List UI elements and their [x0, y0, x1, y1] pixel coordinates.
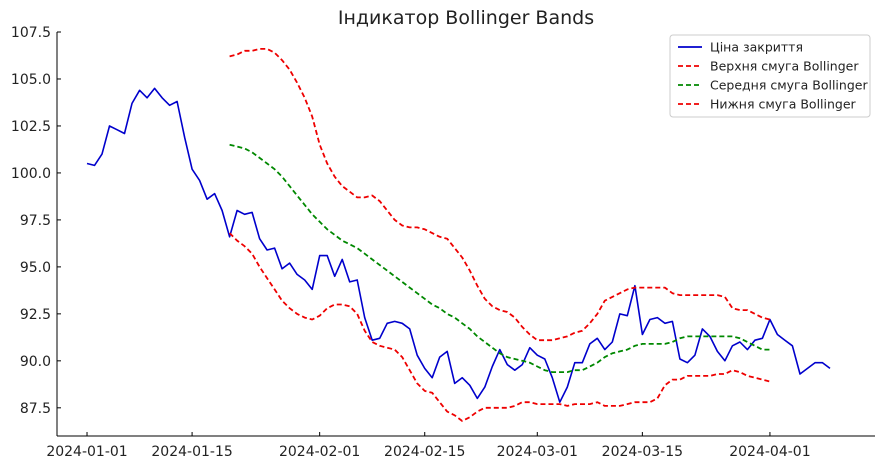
legend-label-3: Нижня смуга Bollinger: [710, 97, 857, 112]
x-tick-label: 2024-04-01: [729, 444, 810, 460]
series-line-1: [229, 48, 771, 342]
x-tick-label: 2024-02-01: [279, 444, 360, 460]
x-tick-label: 2024-01-15: [151, 444, 232, 460]
y-tick-label: 102.5: [11, 119, 51, 135]
y-tick-label: 95.0: [20, 260, 51, 276]
y-tick-label: 97.5: [20, 213, 51, 229]
series-line-2: [229, 143, 770, 374]
legend-label-0: Ціна закриття: [710, 40, 803, 55]
x-tick-label: 2024-02-15: [384, 444, 465, 460]
series-line-3: [228, 232, 771, 422]
y-tick-label: 100.0: [11, 166, 51, 182]
series-line-0: [86, 87, 831, 404]
legend: Ціна закриття Верхня смуга Bollinger Серед…: [669, 34, 871, 118]
y-tick-label: 90.0: [20, 354, 51, 370]
y-tick-label: 87.5: [20, 401, 51, 417]
chart-title: Індикатор Bollinger Bands: [338, 7, 594, 29]
legend-box: [669, 34, 871, 118]
axes: 87.5 90.0 92.5 95.0 97.5 100.0 102.5 105.0 107.5…: [11, 25, 875, 460]
y-tick-label: 105.0: [11, 72, 51, 88]
legend-label-2: Середня смуга Bollinger: [710, 78, 868, 93]
x-tick-label: 2024-03-01: [497, 444, 578, 460]
x-tick-label: 2024-03-15: [602, 444, 683, 460]
x-tick-label: 2024-01-01: [46, 444, 127, 460]
y-tick-label: 92.5: [20, 307, 51, 323]
plot-area: [86, 48, 831, 422]
legend-label-1: Верхня смуга Bollinger: [710, 59, 859, 74]
y-tick-label: 107.5: [11, 25, 51, 41]
